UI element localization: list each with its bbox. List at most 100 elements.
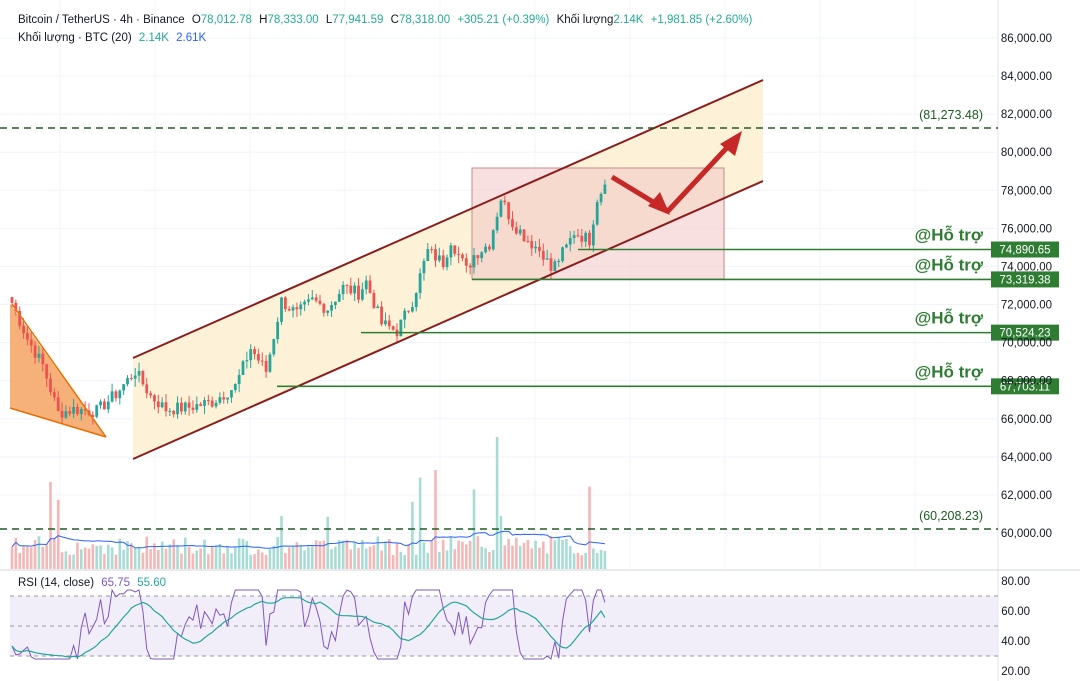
candle-body xyxy=(52,392,56,398)
volume-bar xyxy=(37,536,41,569)
y-tick-label: 64,000.00 xyxy=(1001,452,1052,464)
volume-bar xyxy=(372,545,376,569)
volume-bar xyxy=(195,550,199,569)
candle-body xyxy=(164,402,168,412)
candle-body xyxy=(441,255,445,268)
volume-bar xyxy=(515,537,518,569)
candle-body xyxy=(49,378,52,393)
volume-bar xyxy=(357,547,360,569)
volume-bar xyxy=(603,550,607,569)
volume-bar xyxy=(160,541,164,569)
close-value: 78,318.00 xyxy=(398,14,451,26)
candle-body xyxy=(222,397,226,400)
volume-bar xyxy=(341,540,345,569)
support-price-value: 73,319.38 xyxy=(999,274,1050,286)
candle-body xyxy=(364,280,368,290)
projection-arrowhead-1 xyxy=(648,192,670,215)
volume-bar xyxy=(322,540,326,569)
rsi-legend[interactable]: RSI (14, close) 65.75 55.60 xyxy=(18,577,170,589)
volume-bar xyxy=(453,549,457,569)
candle-body xyxy=(72,406,75,414)
volume-bar xyxy=(568,546,572,569)
volume-legend[interactable]: Khối lượng · BTC (20) 2.14K 2.61K xyxy=(18,32,210,44)
candle-body xyxy=(522,229,526,242)
channel-lower-line xyxy=(132,180,764,460)
candle-body xyxy=(172,410,176,415)
support-level-label: @Hỗ trợ xyxy=(915,226,984,245)
volume-bar xyxy=(542,541,545,569)
candle-body xyxy=(411,307,414,312)
volume-bar xyxy=(457,540,460,569)
volume-bar xyxy=(549,536,553,569)
candle-body xyxy=(434,249,437,261)
support-level-label: @Hỗ trợ xyxy=(915,362,984,381)
volume-bar xyxy=(380,550,383,569)
candle-body xyxy=(176,402,179,415)
candle-body xyxy=(129,378,133,380)
candle-body xyxy=(283,297,287,309)
support-price-badge xyxy=(991,241,1059,258)
volume-bar xyxy=(414,554,418,569)
candle-body xyxy=(110,391,114,402)
volume-bar xyxy=(399,551,403,569)
volume-bar xyxy=(133,547,137,569)
support-price-value: 74,890.65 xyxy=(999,245,1050,257)
volume-bar xyxy=(438,551,441,569)
y-tick-label: 60,000.00 xyxy=(1001,528,1052,540)
symbol-label[interactable]: Bitcoin / TetherUS · 4h · Binance xyxy=(18,14,185,26)
candle-body xyxy=(26,333,29,340)
rsi-tick-label: 20.00 xyxy=(1001,666,1030,678)
candle-body xyxy=(565,244,568,248)
volume-bar xyxy=(95,545,98,569)
volume-bar xyxy=(176,545,179,569)
candle-body xyxy=(33,345,37,358)
candle-body xyxy=(56,397,60,411)
candle-body xyxy=(241,361,245,375)
volume-bar xyxy=(268,548,272,569)
volume-bar xyxy=(480,546,483,569)
candle-body xyxy=(387,320,391,327)
volume-bar xyxy=(311,545,314,569)
candle-body xyxy=(76,406,79,415)
volume-bar xyxy=(87,548,91,569)
volume-bar xyxy=(441,539,445,569)
candle-body xyxy=(464,258,468,266)
volume-bar xyxy=(245,540,249,569)
candle-body xyxy=(210,400,214,407)
y-tick-label: 78,000.00 xyxy=(1001,185,1052,197)
candle-body xyxy=(295,307,299,310)
candle-body xyxy=(22,325,25,334)
volume-bar xyxy=(230,553,233,569)
candle-body xyxy=(10,297,14,303)
y-tick-label: 76,000.00 xyxy=(1001,223,1052,235)
candle-body xyxy=(118,390,122,399)
volume-bar xyxy=(468,540,472,569)
candle-body xyxy=(545,258,549,260)
candle-body xyxy=(457,253,460,255)
candle-body xyxy=(437,255,441,261)
volume-bar xyxy=(145,536,149,569)
candle-body xyxy=(430,249,434,251)
volume-bar xyxy=(291,546,295,569)
symbol-header: Bitcoin / TetherUS · 4h · Binance O78,01… xyxy=(18,14,756,26)
candle-body xyxy=(495,216,499,231)
candle-body xyxy=(357,285,360,300)
candle-body xyxy=(79,409,83,415)
candle-body xyxy=(380,306,383,325)
volume-value: 2.14K xyxy=(613,14,644,26)
volume-bar xyxy=(106,544,110,569)
volume-bar xyxy=(384,541,387,569)
candle-body xyxy=(553,261,557,271)
volume-bar xyxy=(226,546,229,569)
support-price-badge xyxy=(991,271,1059,288)
volume-bar xyxy=(330,549,333,569)
candle-body xyxy=(541,250,545,260)
volume-bar xyxy=(122,549,125,569)
candle-body xyxy=(226,397,229,400)
volume-bar xyxy=(10,546,14,569)
volume-bar xyxy=(56,499,60,569)
rsi-tick-label: 60.00 xyxy=(1001,606,1030,618)
candle-body xyxy=(314,297,318,301)
volume-bar xyxy=(295,542,299,569)
